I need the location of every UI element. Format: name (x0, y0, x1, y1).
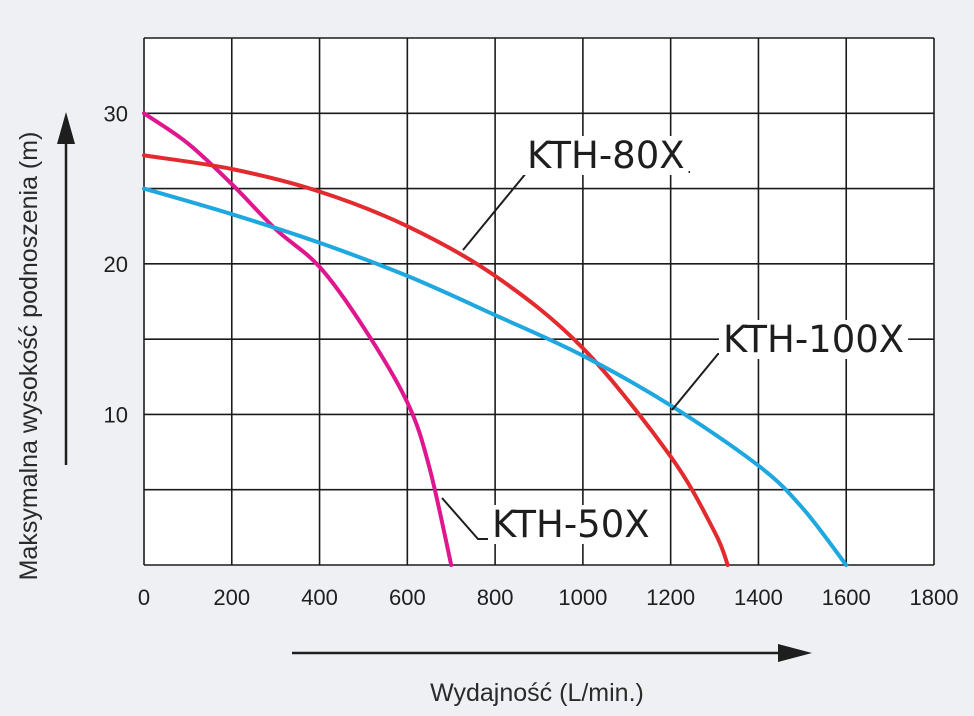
x-tick-label: 1600 (822, 585, 871, 610)
x-tick-label: 800 (477, 585, 514, 610)
x-tick-label: 1000 (558, 585, 607, 610)
series-line-kth-80x (142, 153, 730, 567)
x-tick-label: 1800 (910, 585, 959, 610)
x-axis-arrow-icon (778, 644, 812, 662)
series-label-kth-100x: KTH-100X (723, 318, 904, 361)
series-label-kth-80x: KTH-80X (527, 134, 685, 177)
plot-area (144, 38, 934, 565)
tick-labels: 0 200 400 600 800 1000 1200 1400 1600 1800 10 20 30 (104, 101, 959, 610)
series-line-kth-100x (142, 186, 849, 567)
x-tick-label: 0 (138, 585, 150, 610)
y-tick-label: 10 (104, 402, 128, 427)
y-axis-label: Maksymalna wysokość podnoszenia (m) (15, 132, 43, 581)
series-labels: KTH-50X KTH-80X KTH-100X (441, 134, 909, 546)
y-tick-label: 20 (104, 252, 128, 277)
x-tick-label: 200 (213, 585, 250, 610)
y-axis-arrow-icon (57, 112, 75, 144)
x-tick-label: 1200 (646, 585, 695, 610)
series-label-bg (523, 136, 689, 175)
series-lines (142, 111, 849, 567)
series-label-bg (719, 320, 909, 359)
x-tick-label: 1400 (734, 585, 783, 610)
series-line-kth-50x (142, 111, 454, 567)
y-tick-label: 30 (104, 101, 128, 126)
series-label-kth-50x: KTH-50X (492, 503, 650, 546)
x-tick-label: 600 (389, 585, 426, 610)
x-axis-label: Wydajność (L/min.) (430, 679, 644, 707)
series-label-bg (488, 505, 654, 544)
x-tick-label: 400 (301, 585, 338, 610)
